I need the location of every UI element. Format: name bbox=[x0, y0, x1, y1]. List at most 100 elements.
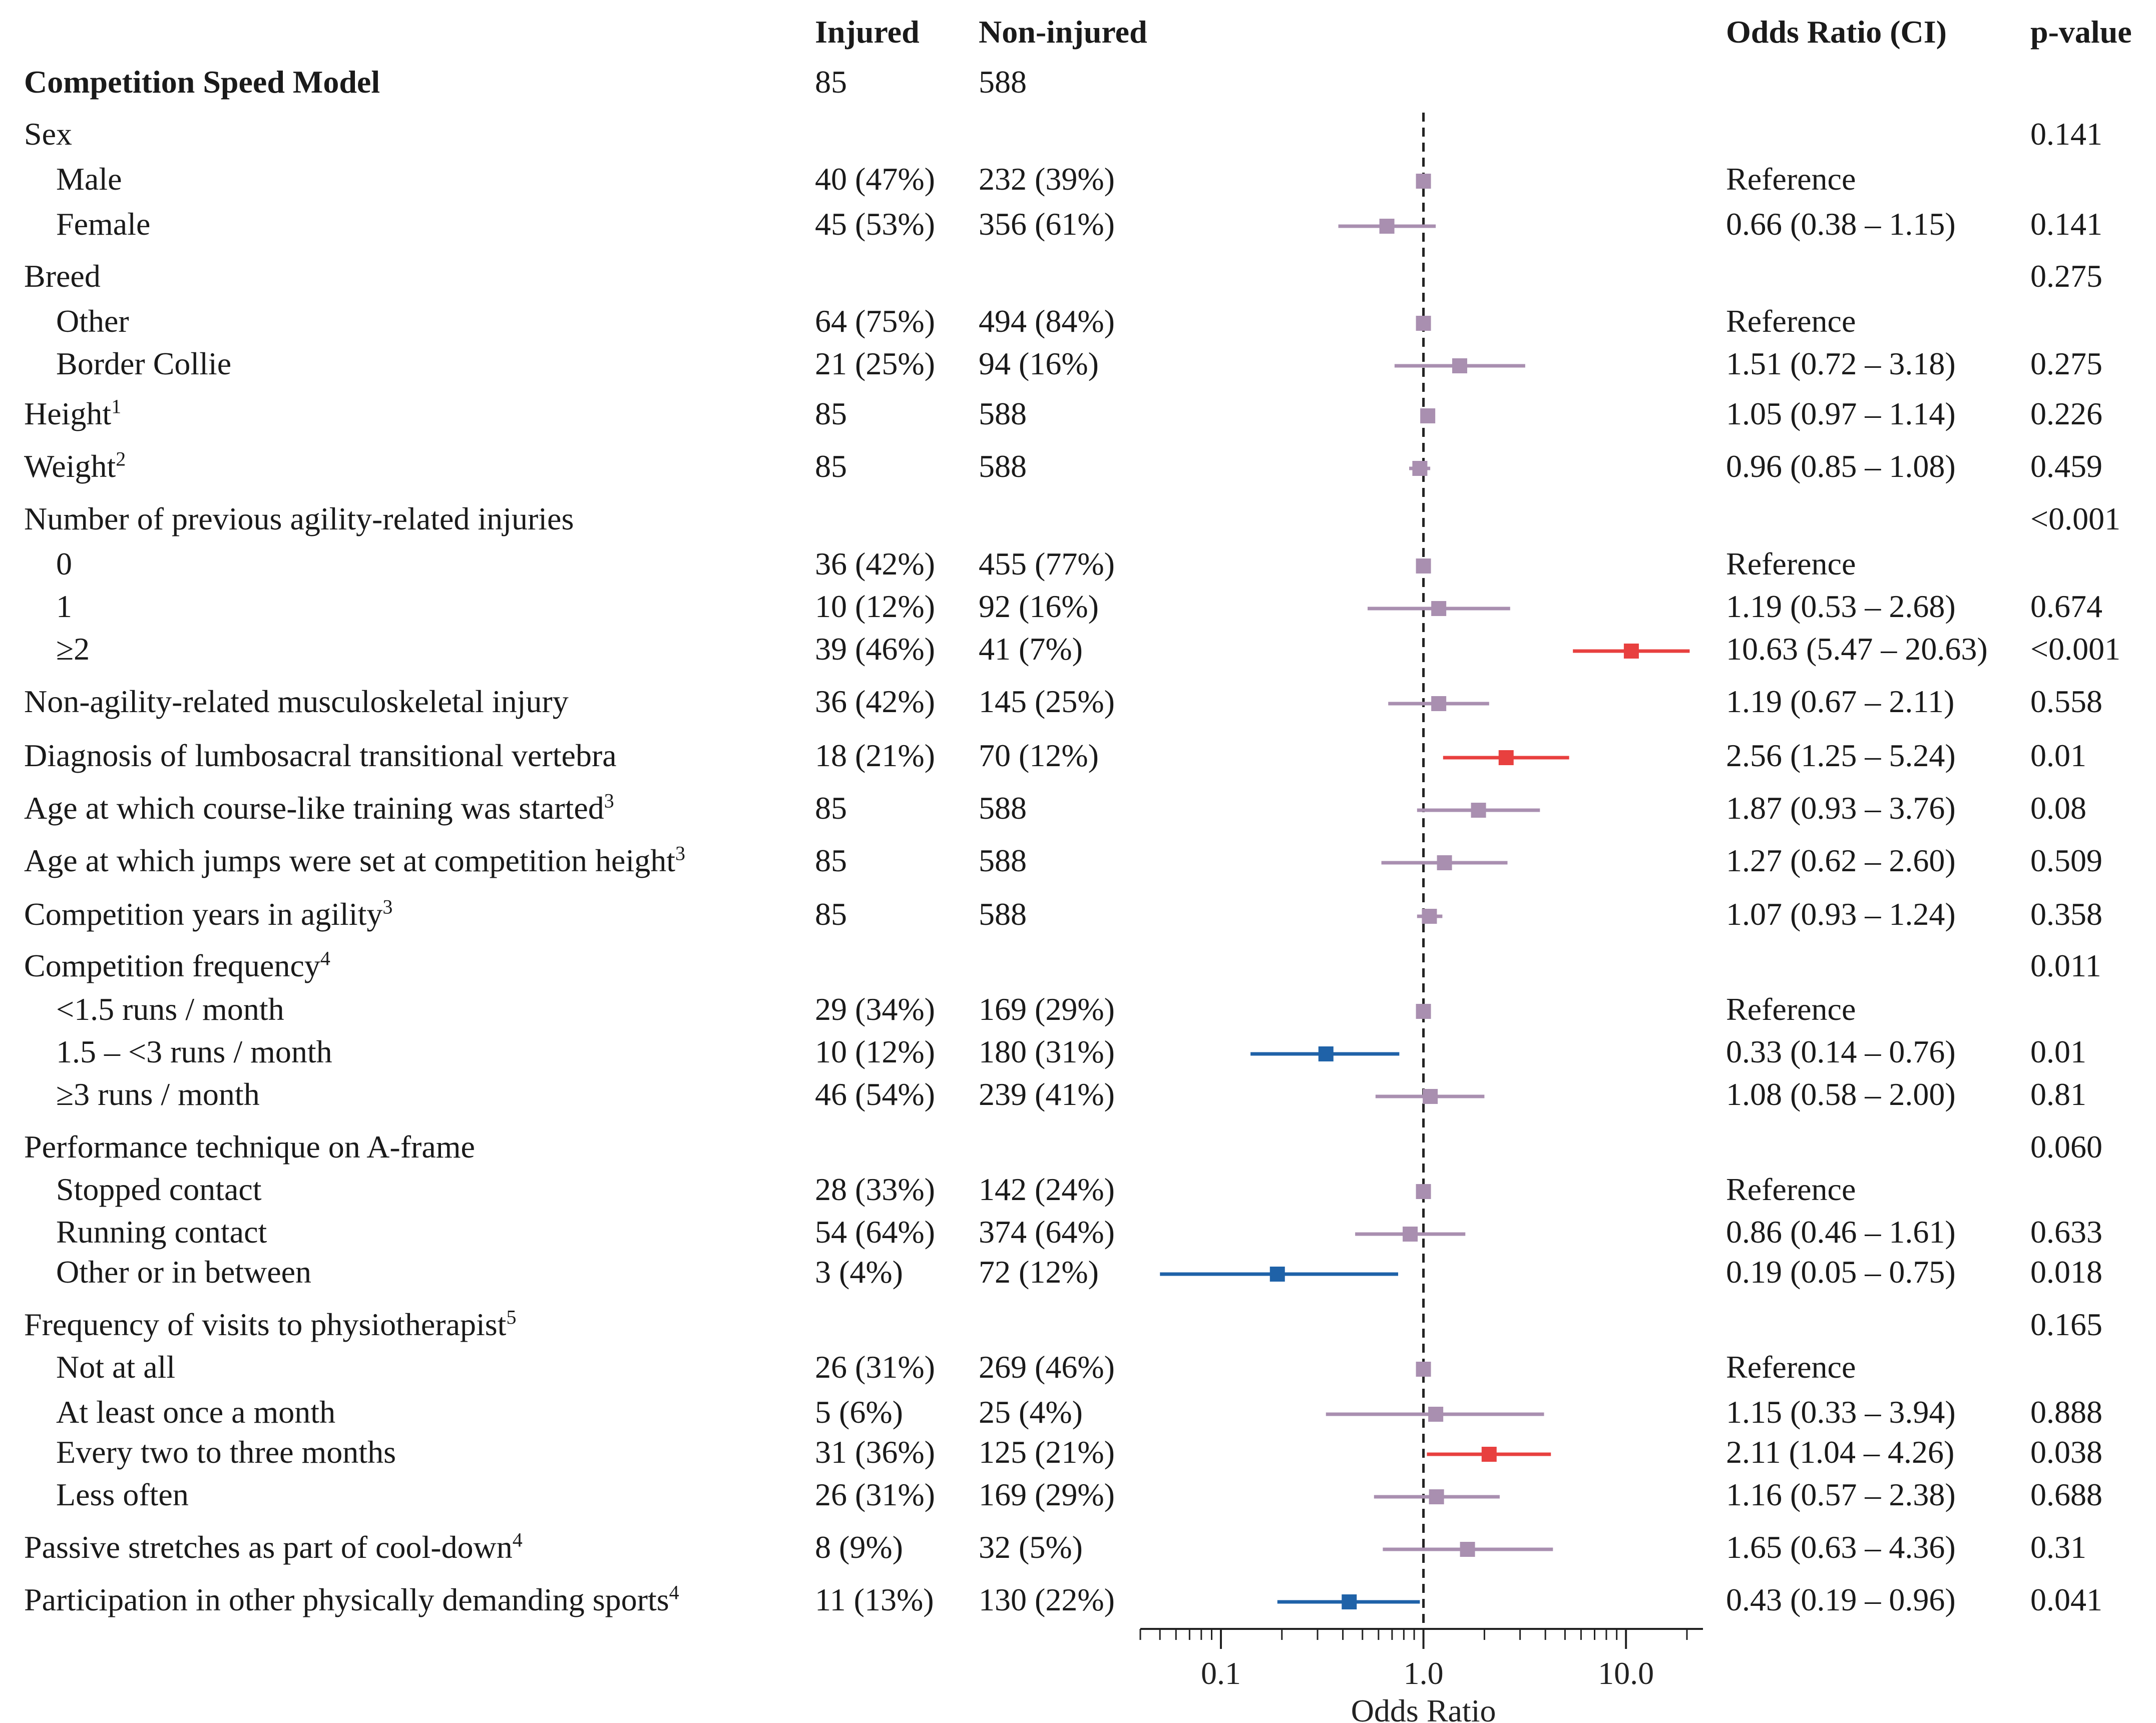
odds-ratio-ci: 0.66 (0.38 – 1.15) bbox=[1726, 206, 1956, 242]
odds-ratio-ci: 0.86 (0.46 – 1.61) bbox=[1726, 1214, 1956, 1250]
p-value: 0.041 bbox=[2030, 1582, 2102, 1617]
model-title: Competition Speed Model bbox=[24, 64, 380, 100]
model-injured-count: 85 bbox=[815, 64, 847, 100]
odds-ratio-point bbox=[1481, 1447, 1497, 1462]
non-injured-value: 374 (64%) bbox=[979, 1214, 1115, 1250]
odds-ratio-point bbox=[1437, 855, 1452, 870]
footnote-marker: 4 bbox=[512, 1528, 523, 1551]
odds-ratio-ci: Reference bbox=[1726, 546, 1856, 582]
odds-ratio-point bbox=[1416, 1362, 1431, 1377]
injured-value: 46 (54%) bbox=[815, 1076, 935, 1112]
injured-value: 11 (13%) bbox=[815, 1582, 934, 1617]
non-injured-value: 145 (25%) bbox=[979, 684, 1115, 719]
odds-ratio-ci: 1.15 (0.33 – 3.94) bbox=[1726, 1394, 1956, 1430]
p-value: 0.060 bbox=[2030, 1129, 2102, 1165]
p-value: 0.558 bbox=[2030, 684, 2102, 719]
injured-value: 36 (42%) bbox=[815, 546, 935, 582]
x-tick-label: 0.1 bbox=[1201, 1655, 1241, 1691]
injured-value: 31 (36%) bbox=[815, 1434, 935, 1470]
odds-ratio-point bbox=[1342, 1594, 1357, 1609]
odds-ratio-ci: 1.65 (0.63 – 4.36) bbox=[1726, 1529, 1956, 1565]
x-tick-label: 10.0 bbox=[1598, 1655, 1654, 1691]
odds-ratio-point bbox=[1429, 1489, 1444, 1504]
odds-ratio-ci: 1.19 (0.53 – 2.68) bbox=[1726, 589, 1956, 624]
row-label: Competition frequency4 bbox=[24, 947, 330, 983]
non-injured-value: 25 (4%) bbox=[979, 1394, 1083, 1430]
footnote-marker: 3 bbox=[382, 895, 393, 918]
odds-ratio-ci: Reference bbox=[1726, 161, 1856, 197]
odds-ratio-ci: 0.19 (0.05 – 0.75) bbox=[1726, 1254, 1956, 1290]
p-value: 0.226 bbox=[2030, 396, 2102, 431]
injured-value: 28 (33%) bbox=[815, 1172, 935, 1207]
odds-ratio-point bbox=[1428, 1407, 1444, 1422]
footnote-marker: 2 bbox=[116, 447, 126, 470]
injured-value: 21 (25%) bbox=[815, 346, 935, 381]
non-injured-value: 232 (39%) bbox=[979, 161, 1115, 197]
row-label: Age at which jumps were set at competiti… bbox=[24, 842, 685, 878]
row-label: Performance technique on A-frame bbox=[24, 1129, 475, 1165]
p-value: 0.31 bbox=[2030, 1529, 2086, 1565]
row-label: Age at which course-like training was st… bbox=[24, 789, 614, 826]
injured-value: 26 (31%) bbox=[815, 1477, 935, 1512]
non-injured-value: 41 (7%) bbox=[979, 631, 1083, 667]
non-injured-value: 72 (12%) bbox=[979, 1254, 1099, 1290]
row-label: Stopped contact bbox=[56, 1172, 262, 1207]
p-value: 0.01 bbox=[2030, 1034, 2086, 1069]
row-label: Breed bbox=[24, 258, 101, 294]
injured-value: 85 bbox=[815, 896, 847, 932]
row-label: Participation in other physically demand… bbox=[24, 1581, 679, 1617]
footnote-marker: 4 bbox=[669, 1581, 679, 1604]
injured-value: 85 bbox=[815, 843, 847, 878]
non-injured-value: 32 (5%) bbox=[979, 1529, 1083, 1565]
odds-ratio-point bbox=[1416, 1004, 1431, 1019]
row-label: Number of previous agility-related injur… bbox=[24, 501, 574, 536]
non-injured-value: 94 (16%) bbox=[979, 346, 1099, 381]
p-value: 0.459 bbox=[2030, 448, 2102, 484]
odds-ratio-point bbox=[1422, 909, 1437, 924]
odds-ratio-point bbox=[1623, 644, 1639, 659]
non-injured-value: 588 bbox=[979, 448, 1027, 484]
p-value: <0.001 bbox=[2030, 501, 2121, 536]
odds-ratio-ci: 10.63 (5.47 – 20.63) bbox=[1726, 631, 1988, 667]
injured-value: 40 (47%) bbox=[815, 161, 935, 197]
row-label: Frequency of visits to physiotherapist5 bbox=[24, 1306, 517, 1342]
odds-ratio-point bbox=[1269, 1267, 1285, 1282]
non-injured-value: 169 (29%) bbox=[979, 1477, 1115, 1512]
odds-ratio-ci: 1.07 (0.93 – 1.24) bbox=[1726, 896, 1956, 932]
odds-ratio-point bbox=[1460, 1542, 1475, 1557]
header-injured: Injured bbox=[815, 14, 920, 50]
header-odds-ratio-ci: Odds Ratio (CI) bbox=[1726, 14, 1947, 50]
non-injured-value: 70 (12%) bbox=[979, 738, 1099, 773]
row-label: Not at all bbox=[56, 1349, 176, 1385]
p-value: 0.141 bbox=[2030, 116, 2102, 152]
non-injured-value: 180 (31%) bbox=[979, 1034, 1115, 1069]
injured-value: 36 (42%) bbox=[815, 684, 935, 719]
odds-ratio-point bbox=[1431, 696, 1447, 711]
p-value: 0.018 bbox=[2030, 1254, 2102, 1290]
injured-value: 10 (12%) bbox=[815, 589, 935, 624]
odds-ratio-ci: 2.11 (1.04 – 4.26) bbox=[1726, 1434, 1955, 1470]
footnote-marker: 3 bbox=[604, 789, 614, 812]
row-label: 0 bbox=[56, 546, 72, 582]
non-injured-value: 588 bbox=[979, 896, 1027, 932]
odds-ratio-point bbox=[1420, 408, 1436, 423]
footnote-marker: 1 bbox=[111, 395, 122, 418]
p-value: 0.038 bbox=[2030, 1434, 2102, 1470]
row-label: Less often bbox=[56, 1477, 189, 1512]
non-injured-value: 356 (61%) bbox=[979, 206, 1115, 242]
injured-value: 26 (31%) bbox=[815, 1349, 935, 1385]
odds-ratio-point bbox=[1431, 601, 1447, 616]
odds-ratio-point bbox=[1498, 750, 1514, 765]
p-value: 0.01 bbox=[2030, 738, 2086, 773]
p-value: <0.001 bbox=[2030, 631, 2121, 667]
row-label: Competition years in agility3 bbox=[24, 895, 393, 932]
odds-ratio-ci: Reference bbox=[1726, 1172, 1856, 1207]
row-label: At least once a month bbox=[56, 1394, 336, 1430]
row-label: Other bbox=[56, 303, 129, 339]
non-injured-value: 169 (29%) bbox=[979, 991, 1115, 1027]
non-injured-value: 269 (46%) bbox=[979, 1349, 1115, 1385]
odds-ratio-ci: 0.43 (0.19 – 0.96) bbox=[1726, 1582, 1956, 1617]
non-injured-value: 239 (41%) bbox=[979, 1076, 1115, 1112]
odds-ratio-point bbox=[1403, 1227, 1418, 1242]
